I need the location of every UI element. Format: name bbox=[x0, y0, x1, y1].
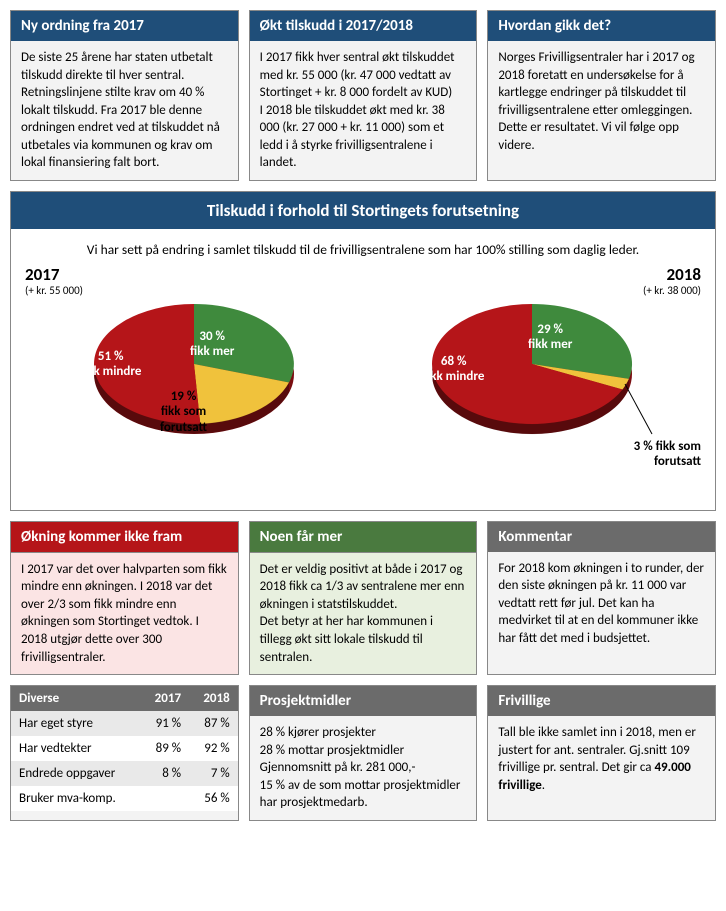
pie-2017: 2017 (+ kr. 55 000) 51 % fikk mindre bbox=[25, 264, 363, 494]
col-2017: 2017 bbox=[140, 686, 189, 711]
card-body: For 2018 kom økningen i to runder, der d… bbox=[488, 552, 715, 656]
card-prosjektmidler: Prosjektmidler 28 % kjører prosjekter 28… bbox=[249, 685, 478, 821]
slice-label-green: 29 % fikk mer bbox=[528, 322, 572, 353]
row-label: Har vedtekter bbox=[11, 736, 140, 761]
slice-label-yellow: 19 % fikk som forutsatt bbox=[160, 389, 207, 436]
row-val: 8 % bbox=[140, 761, 189, 786]
table-row: Har eget styre 91 % 87 % bbox=[11, 711, 238, 736]
card-hvordan-gikk: Hvordan gikk det? Norges Frivilligsentra… bbox=[487, 10, 716, 181]
card-body: 28 % kjører prosjekter 28 % mottar prosj… bbox=[250, 716, 477, 820]
card-body: I 2017 var det over halvparten som fikk … bbox=[11, 552, 238, 674]
row-label: Har eget styre bbox=[11, 711, 140, 736]
table-row: Bruker mva-komp. 56 % bbox=[11, 786, 238, 811]
card-body: I 2017 fikk hver sentral økt tilskuddet … bbox=[250, 41, 477, 180]
col-2018: 2018 bbox=[189, 686, 238, 711]
diverse-title: Diverse bbox=[11, 686, 140, 711]
card-okning: Økning kommer ikke fram I 2017 var det o… bbox=[10, 521, 239, 675]
card-title: Hvordan gikk det? bbox=[488, 11, 715, 41]
card-body: Norges Frivilligsentraler har i 2017 og … bbox=[488, 41, 715, 162]
main-intro: Vi har sett på endring i samlet tilskudd… bbox=[25, 237, 701, 264]
card-title: Ny ordning fra 2017 bbox=[11, 11, 238, 41]
frivillige-post: . bbox=[542, 778, 545, 793]
card-body: Tall ble ikke samlet inn i 2018, men er … bbox=[488, 716, 715, 802]
pie-2018: 2018 (+ kr. 38 000) 68 % fikk mindre 29 … bbox=[363, 264, 701, 494]
table-header-row: Diverse 2017 2018 bbox=[11, 686, 238, 711]
card-diverse: Diverse 2017 2018 Har eget styre 91 % 87… bbox=[10, 685, 239, 821]
card-title: Frivillige bbox=[488, 686, 715, 716]
card-frivillige: Frivillige Tall ble ikke samlet inn i 20… bbox=[487, 685, 716, 821]
row-label: Endrede oppgaver bbox=[11, 761, 140, 786]
table-row: Har vedtekter 89 % 92 % bbox=[11, 736, 238, 761]
main-title: Tilskudd i forhold til Stortingets forut… bbox=[11, 192, 715, 229]
row-val: 89 % bbox=[140, 736, 189, 761]
row-val: 91 % bbox=[140, 711, 189, 736]
row-val: 7 % bbox=[189, 761, 238, 786]
pies-container: 2017 (+ kr. 55 000) 51 % fikk mindre bbox=[25, 264, 701, 494]
table-row: Endrede oppgaver 8 % 7 % bbox=[11, 761, 238, 786]
year-sub: (+ kr. 55 000) bbox=[25, 284, 83, 297]
slice-label-green: 30 % fikk mer bbox=[190, 329, 234, 360]
year-label: 2018 bbox=[667, 264, 701, 285]
row-val: 56 % bbox=[189, 786, 238, 811]
card-body: De siste 25 årene har staten utbetalt ti… bbox=[11, 41, 238, 180]
year-sub: (+ kr. 38 000) bbox=[643, 284, 701, 297]
main-section: Tilskudd i forhold til Stortingets forut… bbox=[10, 191, 716, 511]
card-body: Det er veldig positivt at både i 2017 og… bbox=[250, 552, 477, 674]
card-title: Prosjektmidler bbox=[250, 686, 477, 716]
card-okt-tilskudd: Økt tilskudd i 2017/2018 I 2017 fikk hve… bbox=[249, 10, 478, 181]
mid-row: Økning kommer ikke fram I 2017 var det o… bbox=[10, 521, 716, 675]
card-title: Kommentar bbox=[488, 522, 715, 552]
card-title: Noen får mer bbox=[250, 522, 477, 552]
card-title: Økning kommer ikke fram bbox=[11, 522, 238, 552]
card-noen-far-mer: Noen får mer Det er veldig positivt at b… bbox=[249, 521, 478, 675]
slice-label-yellow: 3 % fikk som forutsatt bbox=[634, 439, 701, 470]
main-body: Vi har sett på endring i samlet tilskudd… bbox=[11, 229, 715, 510]
card-kommentar: Kommentar For 2018 kom økningen i to run… bbox=[487, 521, 716, 675]
row-val: 92 % bbox=[189, 736, 238, 761]
row-val: 87 % bbox=[189, 711, 238, 736]
diverse-table: Diverse 2017 2018 Har eget styre 91 % 87… bbox=[11, 686, 238, 811]
row-val bbox=[140, 786, 189, 811]
row-label: Bruker mva-komp. bbox=[11, 786, 140, 811]
slice-label-red: 68 % fikk mindre bbox=[423, 354, 484, 385]
bottom-row: Diverse 2017 2018 Har eget styre 91 % 87… bbox=[10, 685, 716, 821]
card-ny-ordning: Ny ordning fra 2017 De siste 25 årene ha… bbox=[10, 10, 239, 181]
top-row: Ny ordning fra 2017 De siste 25 årene ha… bbox=[10, 10, 716, 181]
slice-label-red: 51 % fikk mindre bbox=[80, 349, 141, 380]
card-title: Økt tilskudd i 2017/2018 bbox=[250, 11, 477, 41]
year-label: 2017 bbox=[25, 264, 59, 285]
